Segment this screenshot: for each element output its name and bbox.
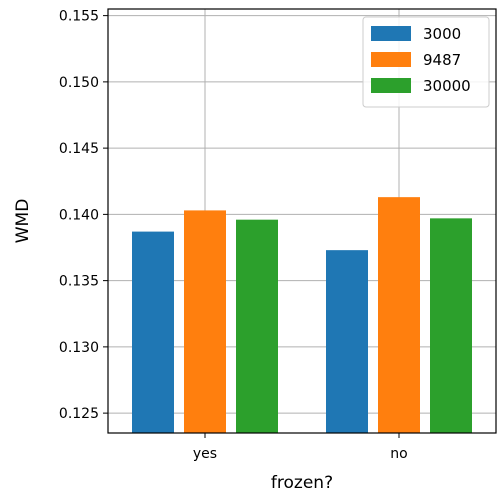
y-tick-label: 0.155 [59, 9, 99, 25]
y-tick-label: 0.125 [59, 406, 99, 422]
legend-label: 3000 [423, 25, 461, 43]
bar-30000-yes [236, 219, 278, 433]
y-tick-label: 0.145 [59, 141, 99, 157]
y-tick-label: 0.150 [59, 75, 99, 91]
legend-label: 30000 [423, 77, 471, 95]
bar-3000-no [326, 250, 368, 433]
x-tick-label: yes [193, 446, 217, 462]
y-tick-label: 0.135 [59, 274, 99, 290]
legend-label: 9487 [423, 51, 461, 69]
x-tick-label: no [390, 446, 407, 462]
plot-frame [107, 8, 497, 434]
legend: 3000 9487 30000 [362, 16, 490, 108]
y-tick-label: 0.130 [59, 340, 99, 356]
x-axis-label: frozen? [271, 473, 333, 493]
y-axis-ticks: 0.125 0.130 0.135 0.140 0.145 0.150 0.155 [59, 9, 108, 422]
bar-9487-no [378, 197, 420, 433]
bar-3000-yes [132, 231, 174, 433]
y-tick-label: 0.140 [59, 207, 99, 223]
x-axis-ticks: yes no [193, 433, 408, 462]
legend-swatch [371, 52, 411, 67]
legend-swatch [371, 26, 411, 41]
y-axis-label: WMD [13, 199, 33, 244]
bars [132, 197, 472, 433]
legend-swatch [371, 78, 411, 93]
bar-30000-no [430, 218, 472, 433]
bar-9487-yes [184, 210, 226, 433]
